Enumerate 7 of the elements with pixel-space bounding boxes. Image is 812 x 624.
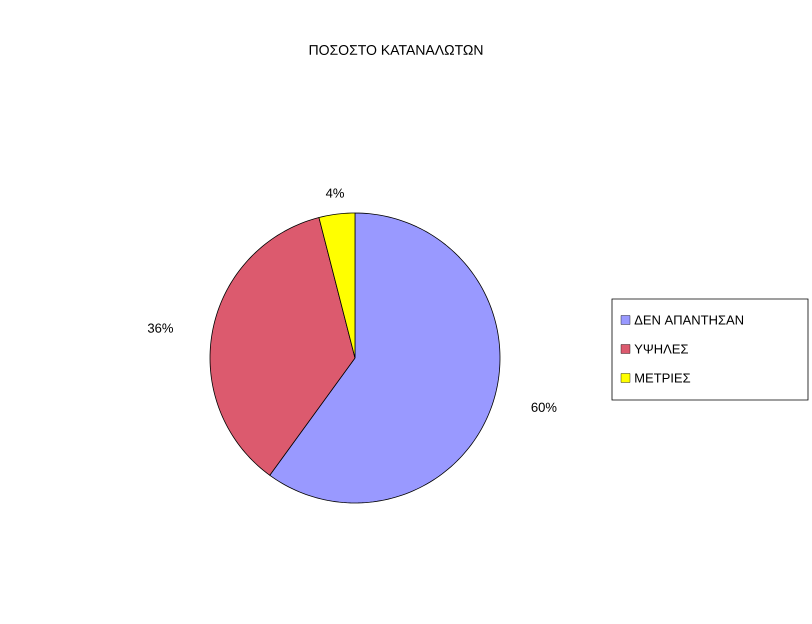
legend-label: ΔΕΝ ΑΠΑΝΤΗΣΑΝ xyxy=(634,316,744,324)
data-label: 36% xyxy=(148,324,173,333)
chart-title: ΠΟΣΟΣΤΟ ΚΑΤΑΝΑΛΩΤΩΝ xyxy=(310,45,482,55)
legend-label: ΜΕΤΡΙΕΣ xyxy=(635,374,690,382)
legend-label: ΥΨΗΛΕΣ xyxy=(634,344,688,354)
data-label: 60% xyxy=(532,402,556,412)
data-label: 4% xyxy=(326,188,344,198)
